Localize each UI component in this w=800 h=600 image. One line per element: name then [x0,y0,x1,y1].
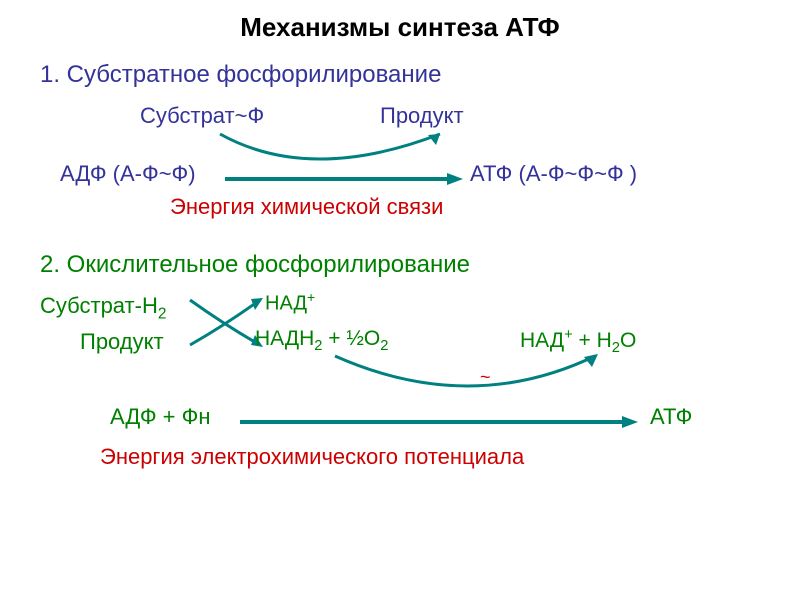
straight-arrow-icon-2 [240,412,640,432]
section2-reaction: Субстрат-Н2 НАД+ Продукт НАДН2 + ½О2 НАД… [0,289,800,519]
atp-label-2: АТФ [650,404,692,430]
substrate-f-label: Субстрат~Ф [140,103,264,129]
atp-label: АТФ (А-Ф~Ф~Ф ) [470,161,637,187]
product-label-1: Продукт [380,103,464,129]
section1-heading: 1. Субстратное фосфорилирование [0,61,800,89]
adp-label: АДФ (А-Ф~Ф) [60,161,196,187]
energy-label-2: Энергия электрохимического потенциала [100,444,524,470]
section1-reaction: Субстрат~Ф Продукт АДФ (А-Ф~Ф) АТФ (А-Ф~… [0,99,800,229]
section2-heading: 2. Окислительное фосфорилирование [0,251,800,279]
curve-arrow-icon-2 [330,351,610,421]
product-label-2: Продукт [80,329,164,355]
substrate-h2-label: Субстрат-Н2 [40,293,166,323]
energy-label-1: Энергия химической связи [170,194,443,220]
straight-arrow-icon-1 [225,169,465,189]
adp-fn-label: АДФ + Фн [110,404,211,430]
main-title: Механизмы синтеза АТФ [0,0,800,43]
